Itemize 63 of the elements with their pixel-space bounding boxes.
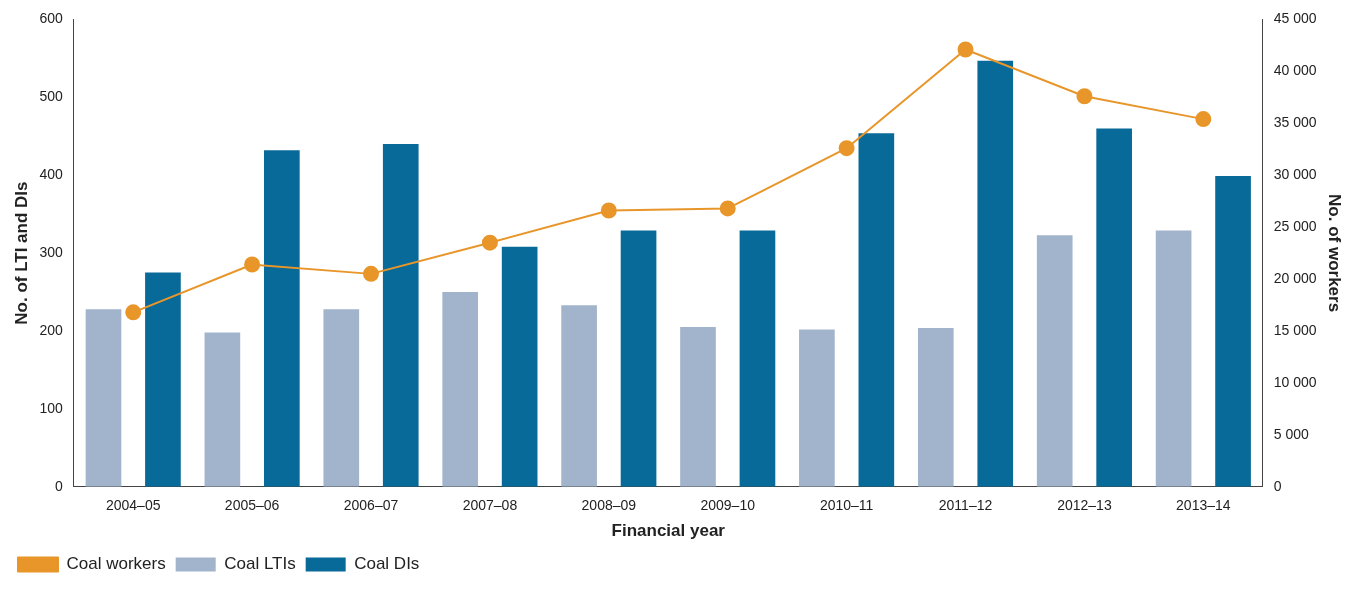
x-tick-label: 2008–09 — [581, 497, 637, 514]
legend-label: Coal workers — [66, 554, 166, 574]
bar — [1215, 175, 1251, 487]
legend-label: Coal DIs — [354, 554, 420, 574]
bar — [858, 133, 895, 487]
y2-tick-label: 40 000 — [1273, 62, 1317, 79]
y2-tick-label: 30 000 — [1273, 166, 1317, 183]
y2-tick-label: 20 000 — [1273, 269, 1317, 286]
point — [1076, 88, 1093, 105]
y2-tick-label: 45 000 — [1273, 10, 1317, 27]
y-tick-label: 400 — [39, 166, 63, 183]
x-tick-label: 2006–07 — [343, 497, 399, 514]
x-tick-label: 2007–08 — [462, 497, 518, 514]
point — [1195, 111, 1212, 128]
y-tick-label: 100 — [39, 399, 63, 416]
y-tick-label: 200 — [39, 321, 63, 338]
y2-axis-title: No. of workers — [1325, 194, 1345, 313]
point — [244, 256, 261, 273]
y2-tick-label: 25 000 — [1273, 217, 1317, 234]
bar — [1036, 235, 1073, 487]
point — [838, 140, 855, 157]
bar — [620, 230, 657, 487]
bar — [680, 327, 716, 487]
bar — [382, 144, 419, 487]
x-tick-label: 2004–05 — [105, 497, 161, 514]
point — [363, 265, 380, 282]
x-tick-label: 2010–11 — [819, 497, 874, 514]
bar — [323, 309, 360, 487]
point — [957, 41, 974, 58]
bar — [1155, 230, 1192, 487]
bar — [561, 305, 597, 487]
y-tick-label: 0 — [54, 477, 63, 494]
x-tick-label: 2009–10 — [700, 497, 756, 514]
y2-tick-label: 0 — [1273, 477, 1282, 494]
y2-tick-label: 10 000 — [1273, 373, 1317, 390]
bar — [739, 230, 776, 487]
y-tick-label: 500 — [39, 88, 63, 105]
x-tick-label: 2013–14 — [1176, 497, 1231, 514]
y-tick-label: 300 — [39, 243, 63, 260]
bar — [145, 272, 181, 487]
x-axis-title: Financial year — [611, 521, 726, 541]
y-tick-label: 600 — [39, 10, 63, 27]
y-axis-title: No. of LTI and DIs — [11, 181, 31, 325]
y2-tick-label: 5 000 — [1273, 425, 1310, 442]
y2-tick-label: 15 000 — [1273, 321, 1317, 338]
bar — [501, 246, 538, 487]
x-tick-label: 2005–06 — [224, 497, 280, 514]
x-tick-label: 2012–13 — [1057, 497, 1112, 514]
bar — [204, 332, 241, 487]
y2-tick-label: 35 000 — [1273, 114, 1317, 131]
bar — [917, 327, 954, 487]
x-tick-label: 2011–12 — [938, 497, 993, 514]
point — [481, 234, 498, 251]
point — [600, 202, 617, 219]
bar — [264, 150, 300, 487]
bar — [977, 60, 1014, 487]
bar — [442, 292, 479, 487]
point — [719, 200, 736, 217]
bar — [1096, 128, 1132, 487]
point — [125, 304, 142, 321]
bar — [799, 329, 835, 487]
bar — [85, 309, 122, 487]
legend-label: Coal LTIs — [224, 554, 296, 574]
